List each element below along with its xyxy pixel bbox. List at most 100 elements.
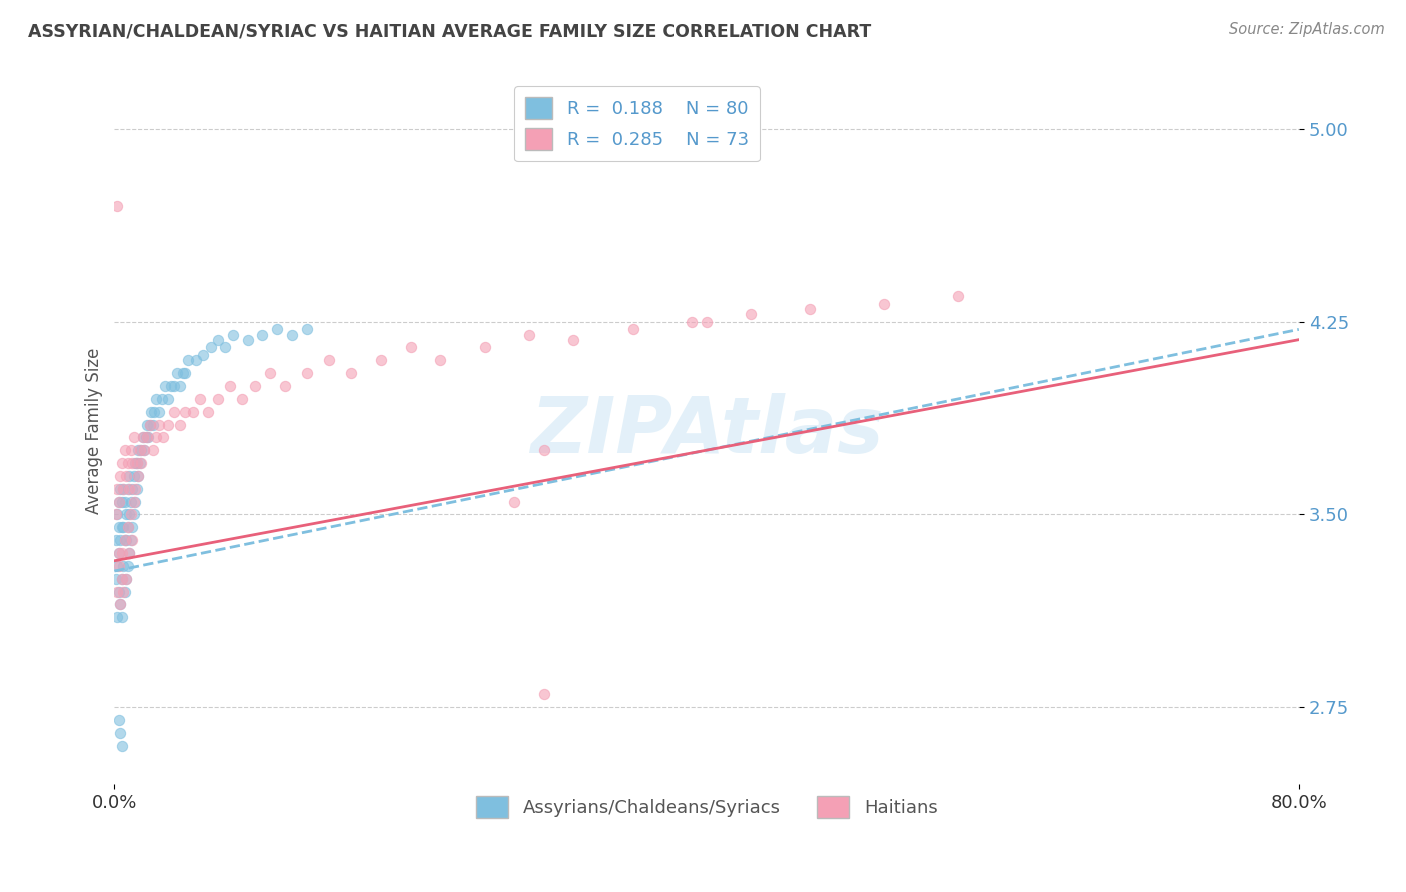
Point: [152, 430, 174, 444]
Point: [295, 366, 318, 380]
Point: [121, 520, 143, 534]
Point: [127, 443, 149, 458]
Point: [120, 443, 142, 458]
Point: [114, 443, 136, 458]
Point: [118, 482, 141, 496]
Point: [124, 456, 146, 470]
Point: [172, 366, 194, 380]
Point: [112, 584, 135, 599]
Point: [112, 558, 135, 573]
Point: [108, 520, 131, 534]
Point: [105, 482, 128, 496]
Point: [340, 366, 363, 380]
Point: [115, 533, 138, 548]
Point: [114, 494, 136, 508]
Point: [111, 520, 134, 534]
Point: [169, 417, 191, 432]
Point: [266, 322, 288, 336]
Point: [131, 430, 153, 444]
Point: [122, 494, 145, 508]
Point: [136, 417, 159, 432]
Point: [139, 417, 162, 432]
Point: [115, 572, 138, 586]
Point: [108, 558, 131, 573]
Point: [111, 546, 134, 560]
Point: [111, 494, 134, 508]
Point: [150, 392, 173, 406]
Point: [117, 520, 139, 534]
Point: [696, 315, 718, 329]
Point: [188, 392, 211, 406]
Point: [111, 572, 134, 586]
Point: [108, 494, 131, 508]
Point: [252, 327, 274, 342]
Point: [145, 392, 167, 406]
Point: [112, 520, 135, 534]
Point: [143, 404, 166, 418]
Point: [222, 327, 245, 342]
Point: [281, 327, 304, 342]
Point: [125, 482, 148, 496]
Point: [105, 508, 128, 522]
Point: [124, 482, 146, 496]
Point: [132, 443, 155, 458]
Y-axis label: Average Family Size: Average Family Size: [86, 348, 103, 514]
Point: [115, 469, 138, 483]
Point: [621, 322, 644, 336]
Point: [474, 340, 496, 354]
Point: [114, 533, 136, 548]
Point: [517, 327, 540, 342]
Point: [118, 546, 141, 560]
Point: [110, 598, 132, 612]
Point: [429, 353, 451, 368]
Point: [318, 353, 340, 368]
Point: [799, 301, 821, 316]
Point: [111, 610, 134, 624]
Point: [174, 404, 197, 418]
Point: [231, 392, 253, 406]
Point: [153, 379, 176, 393]
Point: [104, 572, 127, 586]
Point: [105, 558, 128, 573]
Point: [125, 456, 148, 470]
Point: [117, 558, 139, 573]
Point: [121, 482, 143, 496]
Point: [399, 340, 422, 354]
Text: ASSYRIAN/CHALDEAN/SYRIAC VS HAITIAN AVERAGE FAMILY SIZE CORRELATION CHART: ASSYRIAN/CHALDEAN/SYRIAC VS HAITIAN AVER…: [28, 22, 872, 40]
Point: [124, 494, 146, 508]
Point: [115, 572, 138, 586]
Point: [110, 533, 132, 548]
Point: [207, 333, 229, 347]
Point: [197, 404, 219, 418]
Point: [105, 199, 128, 213]
Point: [148, 417, 170, 432]
Point: [193, 348, 215, 362]
Text: Source: ZipAtlas.com: Source: ZipAtlas.com: [1229, 22, 1385, 37]
Point: [200, 340, 222, 354]
Point: [181, 404, 204, 418]
Point: [174, 366, 197, 380]
Point: [128, 443, 150, 458]
Point: [108, 584, 131, 599]
Point: [112, 482, 135, 496]
Point: [873, 296, 896, 310]
Point: [139, 417, 162, 432]
Point: [110, 598, 132, 612]
Point: [948, 289, 970, 303]
Point: [117, 482, 139, 496]
Point: [104, 533, 127, 548]
Point: [110, 469, 132, 483]
Point: [117, 456, 139, 470]
Point: [370, 353, 392, 368]
Point: [243, 379, 266, 393]
Point: [128, 456, 150, 470]
Point: [259, 366, 281, 380]
Point: [120, 508, 142, 522]
Point: [122, 508, 145, 522]
Point: [108, 713, 131, 727]
Point: [120, 533, 142, 548]
Point: [117, 520, 139, 534]
Point: [111, 739, 134, 753]
Point: [108, 546, 131, 560]
Point: [127, 469, 149, 483]
